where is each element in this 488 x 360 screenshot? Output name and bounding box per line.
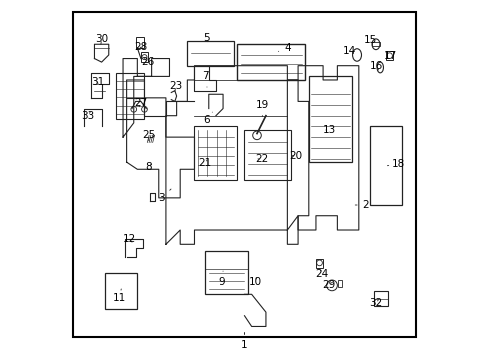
Text: 13: 13 bbox=[322, 125, 335, 135]
Text: 16: 16 bbox=[369, 61, 383, 71]
Text: 18: 18 bbox=[386, 159, 404, 169]
Text: 25: 25 bbox=[142, 130, 155, 141]
Bar bbox=[244, 130, 290, 180]
Text: 1: 1 bbox=[241, 333, 247, 350]
Text: 30: 30 bbox=[95, 34, 108, 44]
Bar bbox=[105, 273, 137, 309]
Bar bbox=[308, 76, 351, 162]
Bar bbox=[369, 126, 401, 205]
Text: 8: 8 bbox=[145, 162, 152, 172]
Bar bbox=[135, 37, 144, 48]
Text: 23: 23 bbox=[169, 81, 182, 91]
Text: 22: 22 bbox=[255, 154, 268, 164]
Text: 27: 27 bbox=[134, 98, 147, 108]
Text: 4: 4 bbox=[278, 43, 290, 53]
Text: 21: 21 bbox=[198, 158, 211, 168]
Bar bbox=[205, 251, 247, 294]
Text: 32: 32 bbox=[368, 298, 382, 308]
Text: 12: 12 bbox=[122, 234, 136, 244]
Text: 19: 19 bbox=[255, 100, 268, 117]
Text: 33: 33 bbox=[81, 111, 95, 121]
Bar bbox=[337, 280, 341, 287]
Bar bbox=[237, 44, 305, 80]
Text: 26: 26 bbox=[141, 57, 154, 67]
Text: 17: 17 bbox=[383, 51, 396, 61]
Bar bbox=[385, 51, 393, 60]
Text: 5: 5 bbox=[203, 33, 209, 43]
Text: 20: 20 bbox=[289, 151, 302, 161]
Text: 11: 11 bbox=[113, 289, 126, 303]
Bar bbox=[141, 52, 148, 62]
Bar bbox=[372, 42, 379, 46]
Bar bbox=[315, 258, 323, 267]
Text: 2: 2 bbox=[354, 200, 368, 210]
Text: 29: 29 bbox=[321, 280, 334, 290]
Text: 6: 6 bbox=[203, 112, 212, 125]
Text: 15: 15 bbox=[363, 35, 376, 45]
Text: 3: 3 bbox=[158, 189, 171, 203]
Text: 9: 9 bbox=[218, 271, 224, 287]
Text: 14: 14 bbox=[343, 46, 356, 57]
Text: 7: 7 bbox=[202, 71, 208, 87]
Bar bbox=[194, 126, 237, 180]
Bar bbox=[373, 292, 387, 306]
Text: 10: 10 bbox=[248, 277, 261, 287]
Text: 31: 31 bbox=[90, 77, 104, 87]
Text: 24: 24 bbox=[315, 269, 328, 279]
Bar bbox=[187, 41, 233, 66]
Bar bbox=[116, 73, 144, 119]
Text: 28: 28 bbox=[134, 42, 147, 52]
